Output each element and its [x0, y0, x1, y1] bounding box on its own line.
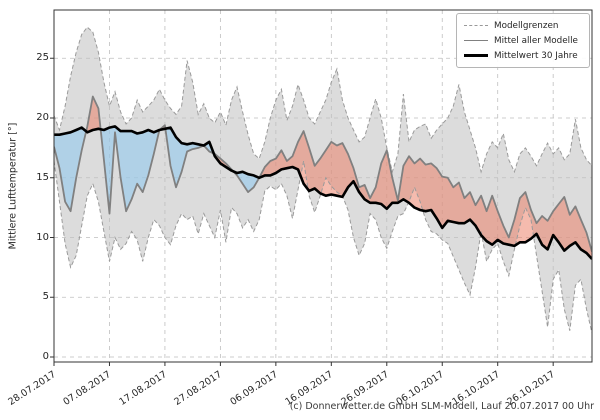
y-tick-label: 0: [42, 351, 49, 362]
dashed-line-icon: [464, 25, 488, 26]
copyright-footer: (c) Donnerwetter.de GmbH SLM-Modell, Lau…: [289, 401, 594, 412]
y-axis-label: Mittlere Lufttemperatur [°]: [7, 122, 19, 250]
plot-border: [53, 9, 593, 363]
model-min-line: [54, 160, 592, 334]
black-line-icon: [464, 54, 488, 57]
y-tick-label: 20: [36, 112, 49, 123]
y-tick-label: 10: [36, 231, 49, 243]
legend-label: Mittelwert 30 Jahre: [494, 50, 578, 61]
y-tick-label: 25: [36, 52, 49, 64]
legend-entry-mittelwert-30-jahre: Mittelwert 30 Jahre: [464, 48, 582, 63]
mean-30-years-line: [54, 125, 592, 260]
legend: Modellgrenzen Mittel aller Modelle Mitte…: [456, 13, 590, 68]
model-max-line: [54, 26, 592, 174]
warmer-than-normal-fill: [54, 96, 592, 259]
legend-entry-modellgrenzen: Modellgrenzen: [464, 18, 582, 33]
y-tick-label: 15: [36, 171, 49, 183]
plot-area: [54, 10, 592, 362]
legend-entry-mittel-aller-modelle: Mittel aller Modelle: [464, 33, 582, 48]
model-mean-line: [54, 95, 592, 253]
legend-label: Modellgrenzen: [494, 20, 559, 31]
legend-label: Mittel aller Modelle: [494, 35, 578, 46]
y-tick-label: 5: [42, 291, 49, 303]
gray-line-icon: [464, 40, 488, 41]
